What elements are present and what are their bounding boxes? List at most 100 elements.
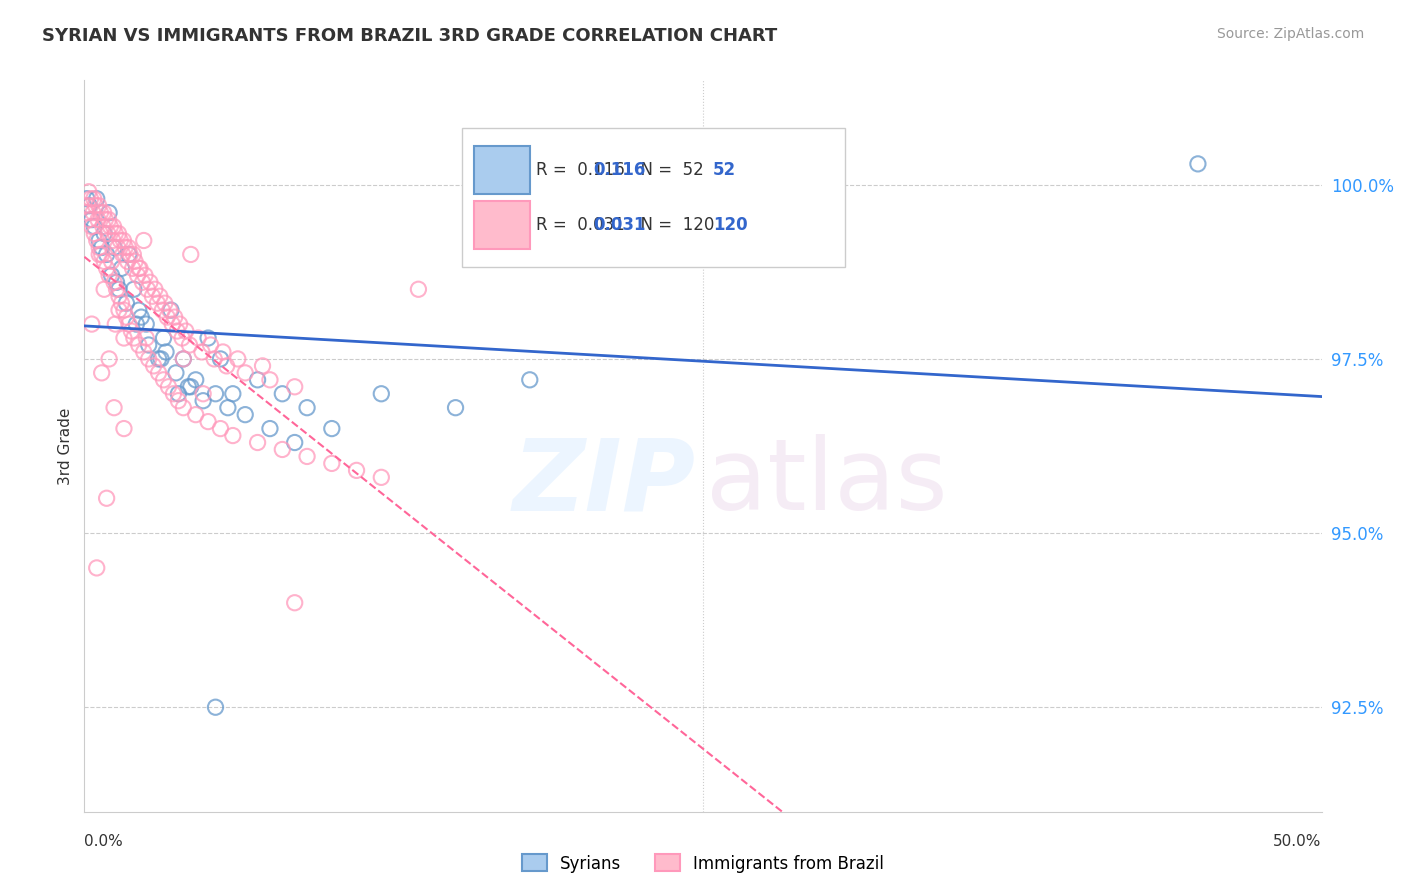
Point <box>115 296 138 310</box>
Point <box>112 421 135 435</box>
FancyBboxPatch shape <box>461 128 845 267</box>
Point <box>284 596 307 610</box>
Point <box>162 386 184 401</box>
Point <box>83 227 105 241</box>
Point <box>165 366 187 380</box>
Point <box>84 199 107 213</box>
Point <box>108 303 131 318</box>
Point <box>103 401 125 415</box>
Point <box>271 442 294 457</box>
Point <box>89 240 111 254</box>
Point <box>246 435 269 450</box>
Point <box>160 317 183 331</box>
Point <box>135 331 157 345</box>
Point <box>86 561 108 575</box>
Point <box>295 401 318 415</box>
Point <box>104 317 127 331</box>
Point <box>152 331 174 345</box>
Point <box>180 380 202 394</box>
Y-axis label: 3rd Grade: 3rd Grade <box>58 408 73 484</box>
Point <box>139 275 162 289</box>
Point <box>98 351 121 366</box>
Point <box>112 331 135 345</box>
Point <box>174 324 197 338</box>
Point <box>150 351 173 366</box>
Point <box>191 386 214 401</box>
Point <box>233 366 256 380</box>
Point <box>370 386 392 401</box>
Point <box>134 268 156 283</box>
Point <box>107 240 129 254</box>
Point <box>96 261 118 276</box>
Point <box>98 219 121 234</box>
Point <box>202 351 225 366</box>
Point <box>100 254 122 268</box>
Point <box>226 351 249 366</box>
FancyBboxPatch shape <box>474 146 530 194</box>
Point <box>93 227 115 241</box>
Point <box>209 351 232 366</box>
Point <box>120 324 142 338</box>
Point <box>252 359 274 373</box>
Point <box>212 345 235 359</box>
Point <box>129 310 152 325</box>
Point <box>138 338 160 352</box>
Point <box>148 351 170 366</box>
Point <box>93 282 115 296</box>
Point <box>163 310 186 325</box>
Point <box>112 303 135 318</box>
Point <box>127 268 149 283</box>
Point <box>103 240 125 254</box>
Point <box>519 373 541 387</box>
Point <box>110 234 132 248</box>
Point <box>150 303 173 318</box>
Point <box>172 401 194 415</box>
Text: 120: 120 <box>713 216 748 234</box>
Point <box>128 303 150 318</box>
Text: atlas: atlas <box>706 434 948 531</box>
Point <box>156 310 179 325</box>
Point <box>96 491 118 506</box>
Point <box>122 247 145 261</box>
Point <box>110 261 132 276</box>
Point <box>128 338 150 352</box>
Point <box>98 268 121 283</box>
Point <box>129 261 152 276</box>
Point <box>167 393 190 408</box>
Point <box>197 331 219 345</box>
Point <box>105 282 128 296</box>
Point <box>86 234 108 248</box>
Point <box>98 205 121 219</box>
Text: 0.116: 0.116 <box>593 161 645 178</box>
Point <box>103 219 125 234</box>
Point <box>93 205 115 219</box>
Point <box>222 428 245 442</box>
Point <box>146 296 169 310</box>
Point <box>204 386 226 401</box>
Point <box>86 192 108 206</box>
Point <box>122 282 145 296</box>
Point <box>131 275 153 289</box>
Point <box>91 219 114 234</box>
Point <box>83 219 105 234</box>
Point <box>90 240 112 254</box>
Point <box>153 296 176 310</box>
Point <box>197 415 219 429</box>
Point <box>295 450 318 464</box>
Point <box>187 331 209 345</box>
Point <box>172 351 194 366</box>
Point <box>138 351 160 366</box>
Point <box>90 366 112 380</box>
Point <box>82 205 104 219</box>
Point <box>103 275 125 289</box>
Point <box>200 338 222 352</box>
Point <box>155 345 177 359</box>
Point <box>117 240 139 254</box>
Point <box>93 254 115 268</box>
Point <box>172 351 194 366</box>
Point <box>120 247 142 261</box>
Point <box>132 345 155 359</box>
Point <box>179 338 201 352</box>
Point <box>172 331 194 345</box>
Point <box>80 317 103 331</box>
